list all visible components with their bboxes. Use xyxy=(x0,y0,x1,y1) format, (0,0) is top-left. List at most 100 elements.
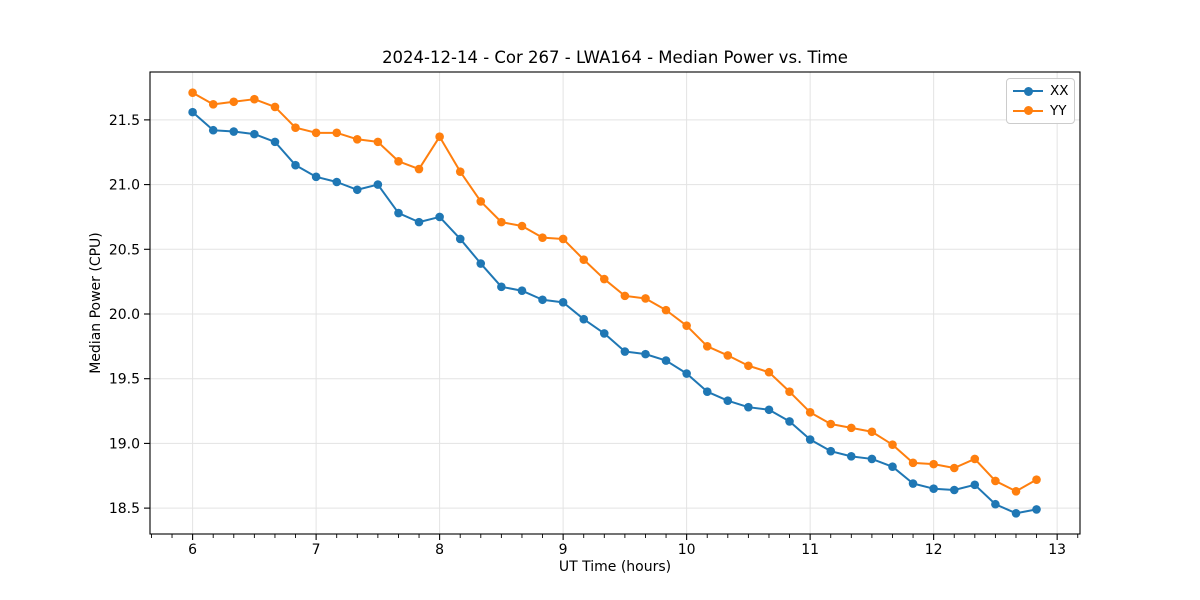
x-axis-label: UT Time (hours) xyxy=(558,559,672,575)
data-point-xx xyxy=(291,160,300,170)
data-point-yy xyxy=(476,197,486,206)
data-point-yy xyxy=(291,123,300,132)
data-point-yy xyxy=(846,423,856,433)
y-tick-label: 19.5 xyxy=(109,372,140,388)
data-point-yy xyxy=(435,132,444,142)
x-tick-label: 8 xyxy=(435,542,444,558)
data-point-xx xyxy=(579,314,589,324)
xx-series-swatch xyxy=(1013,86,1043,96)
data-point-xx xyxy=(250,129,259,139)
data-point-yy xyxy=(641,294,650,303)
x-tick-label: 7 xyxy=(312,542,321,558)
data-point-yy xyxy=(229,97,239,107)
x-tick-label: 10 xyxy=(678,542,696,558)
data-point-yy xyxy=(785,387,794,396)
data-point-xx xyxy=(805,435,815,444)
x-tick-label: 9 xyxy=(559,542,568,558)
data-point-yy xyxy=(394,156,403,166)
data-point-xx xyxy=(352,185,362,195)
data-point-xx xyxy=(1032,505,1041,514)
y-tick-label: 21.0 xyxy=(109,178,140,194)
data-point-yy xyxy=(208,100,218,109)
data-point-yy xyxy=(414,164,424,174)
data-point-xx xyxy=(949,485,959,495)
data-point-xx xyxy=(538,295,547,305)
data-point-xx xyxy=(826,446,836,456)
data-point-xx xyxy=(682,369,691,378)
plot-spines xyxy=(149,71,1081,535)
data-point-xx xyxy=(599,329,609,338)
y-tick-label: 18.5 xyxy=(109,501,140,517)
data-point-yy xyxy=(867,427,877,437)
y-tick-label: 20.0 xyxy=(109,307,140,323)
data-point-xx xyxy=(476,259,486,268)
x-tick-label: 6 xyxy=(188,542,197,558)
data-point-xx xyxy=(208,125,218,135)
data-point-yy xyxy=(1011,486,1021,496)
y-axis-label: Median Power (CPU) xyxy=(88,232,104,374)
data-point-xx xyxy=(188,107,197,117)
data-point-yy xyxy=(744,361,753,371)
data-point-xx xyxy=(929,484,938,494)
data-point-xx xyxy=(455,234,465,244)
data-point-xx xyxy=(867,454,877,464)
x-tick-label: 13 xyxy=(1048,542,1066,558)
data-point-xx xyxy=(620,347,630,356)
data-point-yy xyxy=(558,234,568,244)
data-point-yy xyxy=(805,408,815,417)
data-point-yy xyxy=(270,102,280,112)
data-point-yy xyxy=(455,167,465,176)
data-point-xx xyxy=(435,212,444,222)
data-point-yy xyxy=(332,128,342,138)
data-point-xx xyxy=(846,452,856,461)
data-point-xx xyxy=(414,217,424,227)
data-point-xx xyxy=(394,208,403,218)
y-tick-label: 20.5 xyxy=(109,242,140,258)
legend-item-xx: XX xyxy=(1013,82,1070,100)
data-point-yy xyxy=(517,221,527,231)
data-point-xx xyxy=(785,417,794,426)
data-point-xx xyxy=(373,180,383,189)
data-point-xx xyxy=(332,177,342,187)
legend-label-xx: XX xyxy=(1050,83,1069,100)
y-tick-label: 19.0 xyxy=(109,436,140,452)
data-point-yy xyxy=(538,233,547,242)
data-point-xx xyxy=(661,356,671,365)
data-point-yy xyxy=(497,217,506,227)
data-point-xx xyxy=(1011,508,1021,518)
data-point-yy xyxy=(970,454,980,464)
data-point-yy xyxy=(702,342,712,351)
data-point-xx xyxy=(723,396,733,406)
data-point-xx xyxy=(888,462,897,472)
data-point-xx xyxy=(764,405,774,415)
data-point-xx xyxy=(702,387,712,396)
data-point-xx xyxy=(497,282,506,292)
data-point-yy xyxy=(599,274,609,284)
data-point-xx xyxy=(229,127,239,136)
data-point-yy xyxy=(1032,475,1041,484)
data-point-yy xyxy=(188,88,197,98)
data-point-xx xyxy=(744,402,753,412)
x-tick-label: 11 xyxy=(801,542,819,558)
xx-marker-sample xyxy=(1023,86,1033,96)
data-point-xx xyxy=(311,172,321,182)
data-point-xx xyxy=(517,286,527,296)
data-point-yy xyxy=(826,419,836,429)
data-point-yy xyxy=(373,137,383,147)
data-point-xx xyxy=(991,499,1000,509)
x-tick-label: 12 xyxy=(925,542,943,558)
legend: XX YY xyxy=(1006,78,1075,124)
legend-label-yy: YY xyxy=(1050,102,1067,119)
yy-series-swatch xyxy=(1013,106,1043,116)
chart-title: 2024-12-14 - Cor 267 - LWA164 - Median P… xyxy=(382,48,848,67)
data-point-yy xyxy=(661,305,671,315)
data-point-yy xyxy=(949,463,959,473)
data-point-yy xyxy=(682,321,691,330)
legend-item-yy: YY xyxy=(1013,102,1070,120)
series-line-xx xyxy=(191,111,1038,515)
data-point-yy xyxy=(888,440,897,450)
data-point-xx xyxy=(908,479,918,488)
data-point-yy xyxy=(620,291,630,301)
